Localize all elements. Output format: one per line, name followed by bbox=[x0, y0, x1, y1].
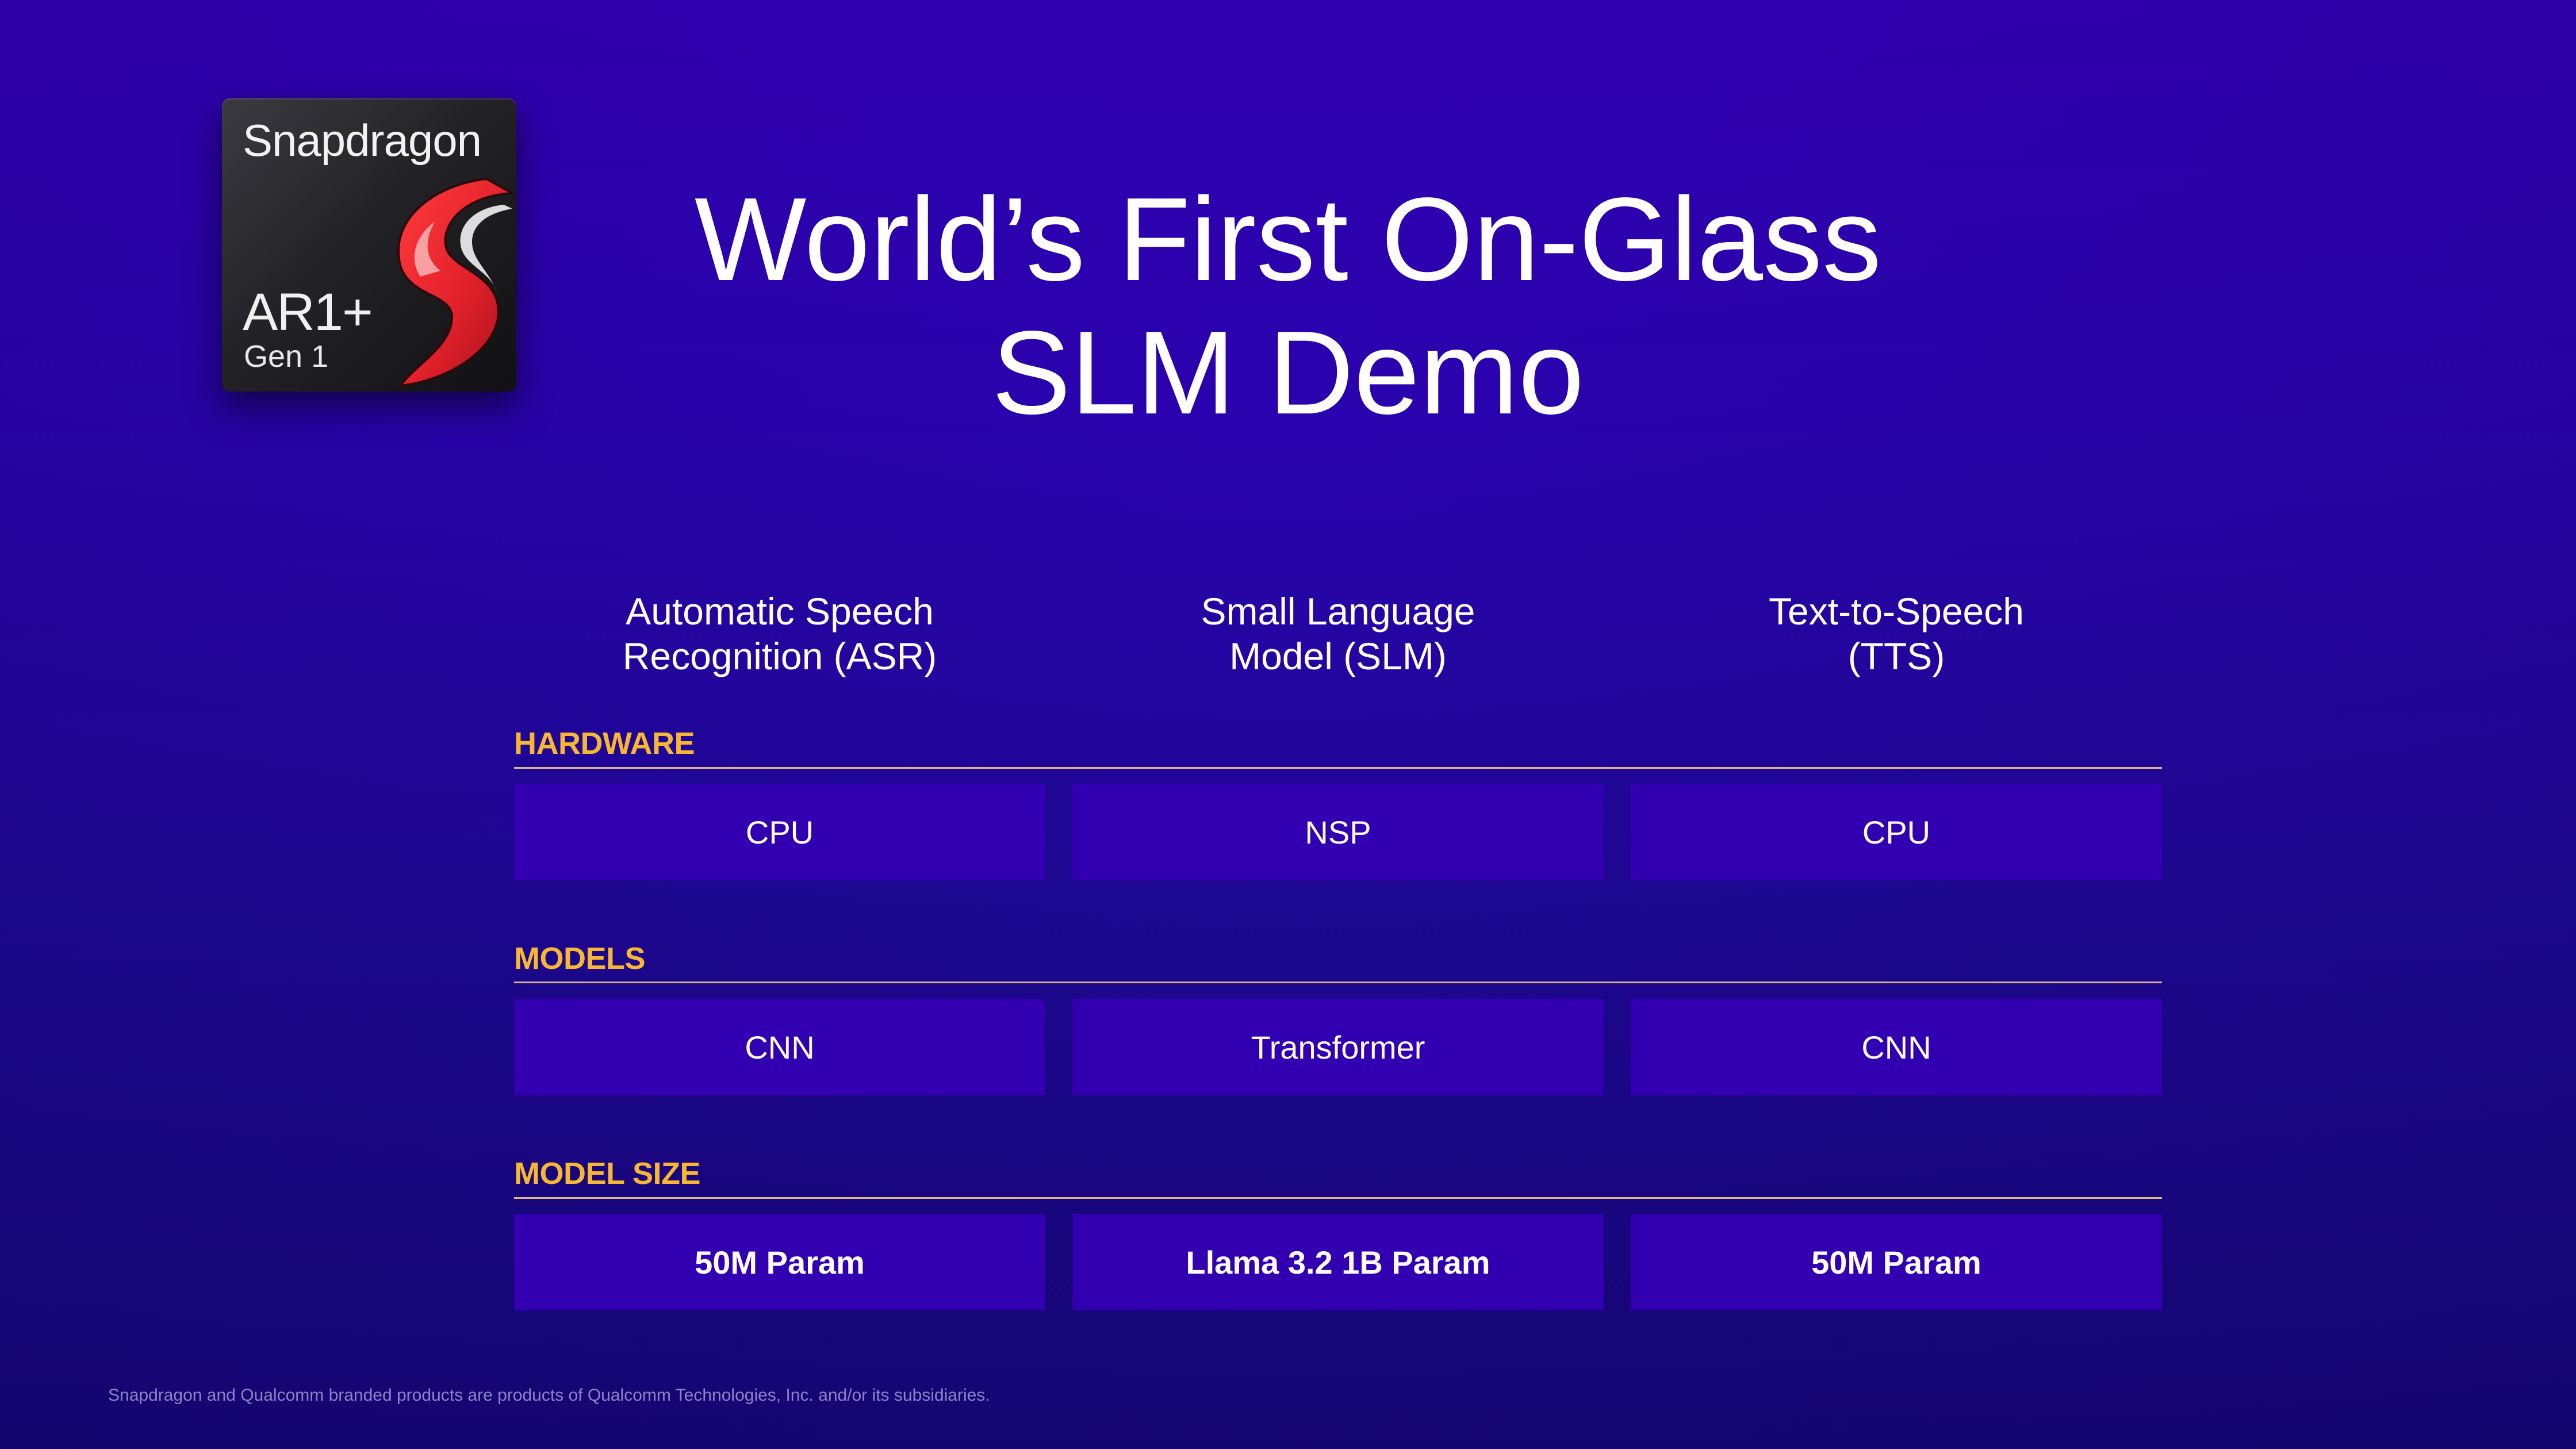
snapdragon-chip-logo: Snapdragon AR1+ Gen 1 bbox=[222, 98, 516, 392]
hardware-cell-slm: NSP bbox=[1072, 784, 1604, 880]
model-size-cell-tts: 50M Param bbox=[1631, 1214, 2162, 1310]
chip-generation-text: Gen 1 bbox=[244, 339, 329, 374]
column-header-line-1: Text-to-Speech bbox=[1769, 590, 2024, 632]
section-divider-model-size bbox=[514, 1197, 2162, 1199]
model-size-cell-asr: 50M Param bbox=[514, 1214, 1045, 1310]
hardware-cell-tts: CPU bbox=[1631, 784, 2162, 880]
column-header-line-2: Model (SLM) bbox=[1229, 635, 1447, 677]
hardware-cell-asr: CPU bbox=[514, 784, 1045, 880]
title-line-1: World’s First On-Glass bbox=[694, 173, 1882, 305]
slide-title: World’s First On-Glass SLM Demo bbox=[610, 172, 1966, 439]
section-divider-hardware bbox=[514, 767, 2162, 769]
model-size-cell-slm: Llama 3.2 1B Param bbox=[1072, 1214, 1604, 1310]
section-label-models: MODELS bbox=[514, 941, 646, 976]
column-header-tts: Text-to-Speech (TTS) bbox=[1631, 589, 2162, 678]
models-cell-asr: CNN bbox=[514, 999, 1045, 1095]
section-label-hardware: HARDWARE bbox=[514, 726, 695, 761]
column-header-slm: Small Language Model (SLM) bbox=[1072, 589, 1604, 678]
column-header-line-1: Automatic Speech bbox=[626, 590, 934, 632]
title-line-2: SLM Demo bbox=[991, 306, 1585, 439]
models-cell-tts: CNN bbox=[1631, 999, 2162, 1095]
snapdragon-dragon-icon bbox=[397, 177, 515, 388]
column-header-asr: Automatic Speech Recognition (ASR) bbox=[514, 589, 1045, 678]
column-header-line-2: Recognition (ASR) bbox=[622, 635, 937, 677]
chip-model-text: AR1+ bbox=[243, 283, 373, 342]
section-label-model-size: MODEL SIZE bbox=[514, 1156, 701, 1191]
legal-footnote: Snapdragon and Qualcomm branded products… bbox=[108, 1386, 990, 1405]
section-divider-models bbox=[514, 982, 2162, 983]
models-cell-slm: Transformer bbox=[1072, 999, 1604, 1095]
column-header-line-2: (TTS) bbox=[1847, 635, 1945, 677]
chip-brand-text: Snapdragon bbox=[243, 115, 482, 166]
column-header-line-1: Small Language bbox=[1201, 590, 1475, 632]
